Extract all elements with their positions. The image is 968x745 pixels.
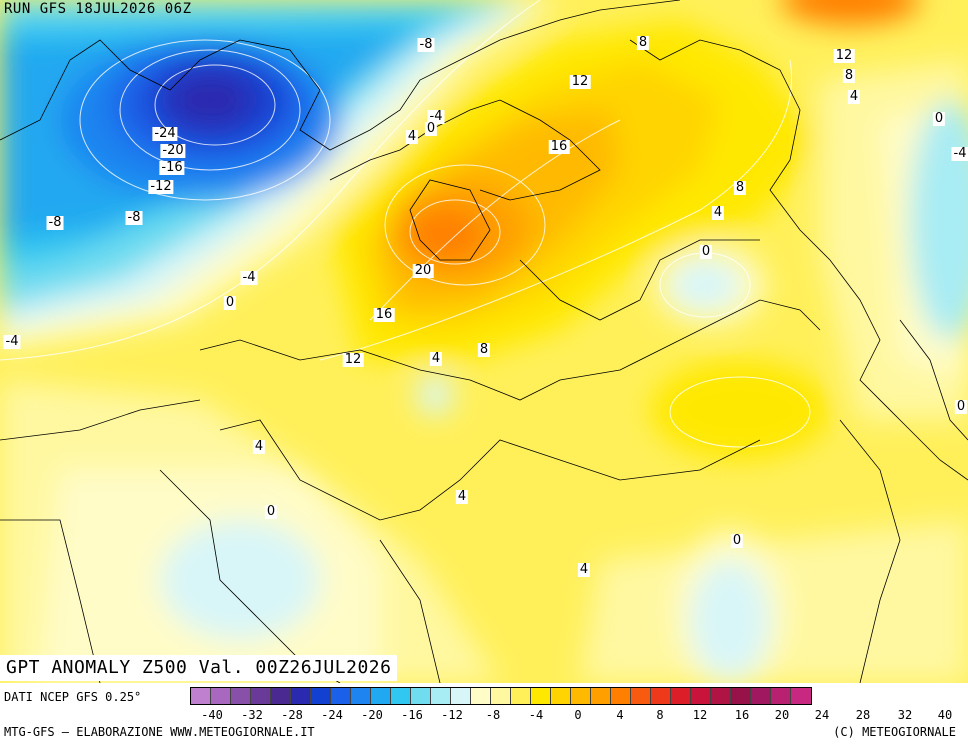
legend-tick-label: 12 <box>692 708 708 722</box>
contour-label: -4 <box>427 109 445 124</box>
legend-swatch <box>751 688 771 704</box>
contour-label: 12 <box>833 48 855 63</box>
legend-tick-label: 4 <box>616 708 624 722</box>
legend-swatch <box>771 688 791 704</box>
legend-swatch <box>251 688 271 704</box>
contour-label: 0 <box>954 399 968 414</box>
legend-swatch <box>691 688 711 704</box>
contour-label: -4 <box>3 334 21 349</box>
legend-swatch <box>411 688 431 704</box>
legend-swatch <box>211 688 231 704</box>
legend-tick-label: 40 <box>937 708 953 722</box>
contour-label: 0 <box>223 295 237 310</box>
contour-label: 4 <box>252 439 266 454</box>
legend-swatch <box>351 688 371 704</box>
legend-swatch <box>391 688 411 704</box>
map-title: GPT ANOMALY Z500 Val. 00Z26JUL2026 <box>0 655 398 681</box>
legend-swatch <box>611 688 631 704</box>
legend-tick-label: 16 <box>734 708 750 722</box>
anomaly-map: -24 -20 -16 -12 -8 -8 -4 0 -8 -4 0 4 8 1… <box>0 0 968 683</box>
contour-label: -20 <box>160 143 186 158</box>
legend-swatch <box>791 688 811 704</box>
contour-label: 8 <box>636 35 650 50</box>
legend-swatch <box>451 688 471 704</box>
legend-tick-label: -4 <box>528 708 544 722</box>
contour-label: 0 <box>264 504 278 519</box>
legend-swatch <box>471 688 491 704</box>
contour-label: 8 <box>842 68 856 83</box>
legend-tick-label: -32 <box>241 708 263 722</box>
contour-lines <box>0 0 811 448</box>
legend-tick-label: -24 <box>321 708 343 722</box>
contour-label: -16 <box>159 160 185 175</box>
legend-source: DATI NCEP GFS 0.25° <box>4 690 142 704</box>
legend-swatch <box>511 688 531 704</box>
footer-credit: MTG-GFS – ELABORAZIONE WWW.METEOGIORNALE… <box>4 725 315 739</box>
legend-swatch <box>651 688 671 704</box>
legend: DATI NCEP GFS 0.25° -40 -32 -28 -24 -20 -16 -1… <box>0 683 968 745</box>
contour-label: -8 <box>46 215 64 230</box>
contour-label: 0 <box>699 244 713 259</box>
legend-swatch <box>291 688 311 704</box>
legend-swatch <box>711 688 731 704</box>
contour-label: -4 <box>951 146 968 161</box>
legend-tick-label: -8 <box>485 708 501 722</box>
legend-swatch <box>271 688 291 704</box>
legend-swatch <box>331 688 351 704</box>
legend-tick-label: 32 <box>897 708 913 722</box>
legend-tick-label: 8 <box>656 708 664 722</box>
contour-label: -12 <box>148 179 174 194</box>
legend-swatch <box>431 688 451 704</box>
legend-tick-label: -12 <box>441 708 463 722</box>
legend-tick-label: 28 <box>855 708 871 722</box>
legend-swatch <box>491 688 511 704</box>
contour-label: 12 <box>569 74 591 89</box>
footer-copyright: (C) METEOGIORNALE <box>833 725 956 739</box>
contour-label: -24 <box>152 126 178 141</box>
coastlines <box>0 0 968 683</box>
legend-tick-label: 0 <box>574 708 582 722</box>
run-title: RUN GFS 18JUL2026 06Z <box>4 1 192 17</box>
contour-label: 4 <box>577 562 591 577</box>
contour-label: 4 <box>711 205 725 220</box>
contour-label: 0 <box>730 533 744 548</box>
legend-swatch <box>671 688 691 704</box>
legend-swatch <box>591 688 611 704</box>
legend-swatch <box>311 688 331 704</box>
field-shading <box>0 0 968 683</box>
legend-swatch <box>551 688 571 704</box>
contour-label: 4 <box>429 351 443 366</box>
contour-label: 4 <box>405 129 419 144</box>
legend-swatch <box>631 688 651 704</box>
legend-tick-label: 20 <box>774 708 790 722</box>
contour-label: 4 <box>847 89 861 104</box>
contour-label: 20 <box>412 263 434 278</box>
contour-label: -8 <box>417 37 435 52</box>
legend-swatch <box>231 688 251 704</box>
contour-label: 8 <box>477 342 491 357</box>
contour-label: -4 <box>240 270 258 285</box>
legend-colorbar <box>190 687 812 705</box>
legend-tick-label: -20 <box>361 708 383 722</box>
contour-label: 4 <box>455 489 469 504</box>
legend-swatch <box>371 688 391 704</box>
contour-label: 0 <box>932 111 946 126</box>
contour-label: 12 <box>342 352 364 367</box>
legend-swatch <box>571 688 591 704</box>
legend-swatch <box>191 688 211 704</box>
legend-tick-label: -40 <box>201 708 223 722</box>
legend-tick-label: 24 <box>814 708 830 722</box>
legend-tick-label: -28 <box>281 708 303 722</box>
legend-swatch <box>531 688 551 704</box>
contour-label: 0 <box>424 121 438 136</box>
contour-label: 8 <box>733 180 747 195</box>
contour-label: -8 <box>125 210 143 225</box>
legend-swatch <box>731 688 751 704</box>
legend-tick-label: -16 <box>401 708 423 722</box>
contour-label: 16 <box>373 307 395 322</box>
contour-label: 16 <box>548 139 570 154</box>
map-field <box>0 0 968 683</box>
